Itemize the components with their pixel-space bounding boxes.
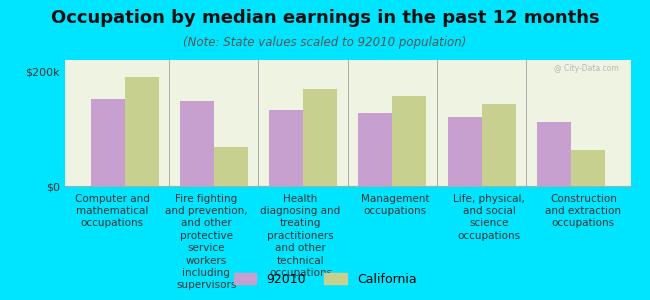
Legend: 92010, California: 92010, California — [229, 268, 421, 291]
Text: @ City-Data.com: @ City-Data.com — [554, 64, 619, 73]
Bar — [571, 151, 605, 186]
Text: Construction
and extraction
occupations: Construction and extraction occupations — [545, 194, 621, 228]
Bar — [91, 99, 125, 186]
Text: Health
diagnosing and
treating
practitioners
and other
technical
occupations: Health diagnosing and treating practitio… — [261, 194, 341, 278]
Text: Computer and
mathematical
occupations: Computer and mathematical occupations — [75, 194, 150, 228]
Bar — [537, 122, 571, 186]
Bar — [358, 113, 393, 186]
Bar — [482, 104, 515, 186]
Bar — [448, 117, 482, 186]
Bar — [214, 147, 248, 186]
Text: Fire fighting
and prevention,
and other
protective
service
workers
including
sup: Fire fighting and prevention, and other … — [165, 194, 248, 290]
Text: Life, physical,
and social
science
occupations: Life, physical, and social science occup… — [453, 194, 525, 241]
Text: (Note: State values scaled to 92010 population): (Note: State values scaled to 92010 popu… — [183, 36, 467, 49]
Bar — [269, 110, 303, 186]
Text: Management
occupations: Management occupations — [361, 194, 429, 216]
Bar — [303, 88, 337, 186]
Bar — [125, 77, 159, 186]
Text: Occupation by median earnings in the past 12 months: Occupation by median earnings in the pas… — [51, 9, 599, 27]
Bar — [393, 95, 426, 186]
Bar — [180, 101, 214, 186]
